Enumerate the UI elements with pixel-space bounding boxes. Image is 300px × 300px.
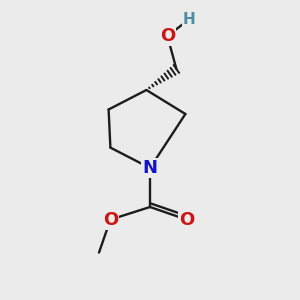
Text: N: N [142, 159, 158, 177]
Text: O: O [160, 27, 175, 45]
Text: O: O [179, 211, 194, 229]
Text: O: O [103, 211, 118, 229]
Text: H: H [183, 12, 195, 27]
